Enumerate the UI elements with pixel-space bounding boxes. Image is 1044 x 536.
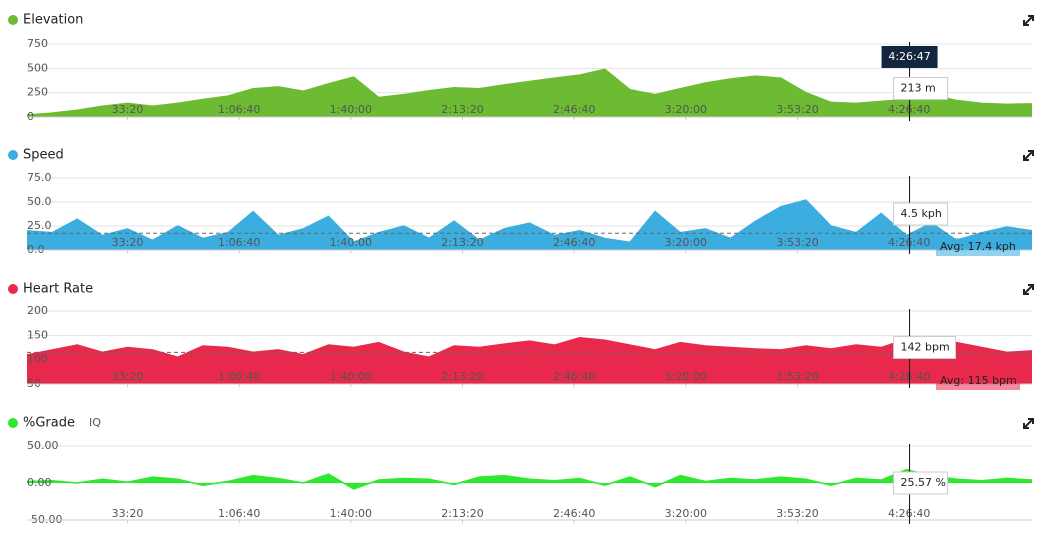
x-tick-label: 2:46:40 xyxy=(553,236,595,249)
x-tick-label: 1:40:00 xyxy=(330,103,372,116)
y-tick-label: 200 xyxy=(27,304,48,317)
series-line xyxy=(26,468,1033,490)
legend-dot xyxy=(8,150,18,160)
tooltip-value: 213 m xyxy=(901,82,936,95)
chart-series xyxy=(26,68,1033,117)
y-tick-label: 75.0 xyxy=(27,171,52,184)
legend-dot xyxy=(8,15,18,25)
average-label: Avg: 115 bpm xyxy=(940,374,1017,387)
series-line xyxy=(26,68,1033,116)
chart-series xyxy=(26,337,1033,384)
tooltip-box xyxy=(893,202,949,226)
badge: IQ xyxy=(89,416,101,429)
x-tick-label: 2:13:20 xyxy=(441,103,483,116)
tooltip-value: 25.57 % xyxy=(901,476,946,489)
x-tick-label: 3:20:00 xyxy=(665,370,707,383)
tooltip-value: 4.5 kph xyxy=(901,207,942,220)
series-line xyxy=(26,199,1033,244)
cursor-time-box xyxy=(881,46,938,68)
x-tick-label: 3:53:20 xyxy=(776,236,818,249)
x-tick-label: 1:06:40 xyxy=(218,103,260,116)
x-tick-label: 33:20 xyxy=(112,236,144,249)
average-label: Avg: 17.4 kph xyxy=(940,240,1016,253)
area-fill xyxy=(27,69,1032,117)
x-tick-label: 1:06:40 xyxy=(218,507,260,520)
y-tick-label: 50.0 xyxy=(27,195,52,208)
chart-series xyxy=(26,199,1033,250)
tooltip-value: 142 bpm xyxy=(901,341,950,354)
y-tick-label: 150 xyxy=(27,328,48,341)
y-tick-label: 100 xyxy=(27,353,48,366)
x-tick-label: 33:20 xyxy=(112,507,144,520)
average-label-box xyxy=(936,372,1020,390)
x-tick-label: 3:20:00 xyxy=(665,103,707,116)
y-tick-label: 250 xyxy=(27,86,48,99)
x-tick-label: 1:06:40 xyxy=(218,236,260,249)
y-tick-label: 50.00 xyxy=(27,439,59,452)
x-tick-label: 2:13:20 xyxy=(441,507,483,520)
x-tick-label: 3:53:20 xyxy=(776,370,818,383)
tooltip-box xyxy=(893,77,949,100)
x-tick-label: 33:20 xyxy=(112,103,144,116)
x-tick-label: 2:13:20 xyxy=(441,236,483,249)
x-tick-label: 2:46:40 xyxy=(553,370,595,383)
y-tick-label: 500 xyxy=(27,61,48,74)
x-tick-label: 3:53:20 xyxy=(776,507,818,520)
average-label-box xyxy=(936,238,1020,256)
y-tick-label: 25.0 xyxy=(27,219,52,232)
y-tick-label: 0.00 xyxy=(27,476,52,489)
x-tick-label: 33:20 xyxy=(112,370,144,383)
series-line xyxy=(26,337,1033,359)
chart-series xyxy=(26,468,1033,490)
legend-dot xyxy=(8,418,18,428)
x-tick-label: 3:20:00 xyxy=(665,507,707,520)
x-tick-label: 1:40:00 xyxy=(330,236,372,249)
x-tick-label: 1:40:00 xyxy=(330,370,372,383)
chart-title: Speed xyxy=(23,148,64,163)
x-tick-label: 2:46:40 xyxy=(553,507,595,520)
y-tick-label: 750 xyxy=(27,37,48,50)
legend-dot xyxy=(8,284,18,294)
tooltip-box xyxy=(893,471,949,495)
area-fill xyxy=(27,200,1032,250)
x-tick-label: 2:46:40 xyxy=(553,103,595,116)
x-tick-label: 3:20:00 xyxy=(665,236,707,249)
x-tick-label: 1:06:40 xyxy=(218,370,260,383)
area-fill xyxy=(27,337,1032,384)
expand-icons[interactable] xyxy=(1023,15,1034,429)
chart-title: %Grade xyxy=(23,416,75,431)
x-tick-label: 1:40:00 xyxy=(330,507,372,520)
tooltip-box xyxy=(893,336,957,359)
x-tick-label: 2:13:20 xyxy=(441,370,483,383)
cursor-time: 4:26:47 xyxy=(888,50,930,63)
chart-title: Heart Rate xyxy=(23,282,93,297)
chart-title: Elevation xyxy=(23,13,83,28)
x-tick-label: 3:53:20 xyxy=(776,103,818,116)
